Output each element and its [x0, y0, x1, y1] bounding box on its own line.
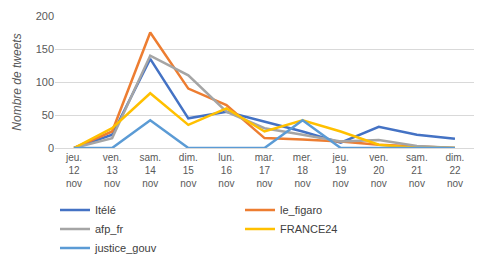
- svg-text:50: 50: [42, 109, 54, 121]
- svg-text:mar.17nov: mar.17nov: [255, 152, 274, 189]
- svg-text:Nombre de tweets: Nombre de tweets: [10, 33, 24, 130]
- svg-text:jeu.19nov: jeu.19nov: [332, 152, 349, 189]
- svg-text:lun.16nov: lun.16nov: [218, 152, 234, 189]
- svg-text:jeu.12nov: jeu.12nov: [65, 152, 82, 189]
- svg-text:mer.18nov: mer.18nov: [293, 152, 312, 189]
- svg-text:150: 150: [36, 43, 54, 55]
- svg-text:justice_gouv: justice_gouv: [94, 242, 157, 254]
- svg-text:Itélé: Itélé: [95, 204, 116, 216]
- svg-text:afp_fr: afp_fr: [95, 223, 123, 235]
- svg-text:FRANCE24: FRANCE24: [280, 223, 337, 235]
- svg-text:ven.20nov: ven.20nov: [369, 152, 388, 189]
- svg-text:le_figaro: le_figaro: [280, 204, 322, 216]
- svg-text:dim.15nov: dim.15nov: [179, 152, 198, 189]
- svg-text:ven.13nov: ven.13nov: [103, 152, 122, 189]
- svg-text:200: 200: [36, 10, 54, 22]
- svg-text:dim.22nov: dim.22nov: [445, 152, 464, 189]
- svg-text:sam.14nov: sam.14nov: [139, 152, 161, 189]
- svg-text:sam.21nov: sam.21nov: [406, 152, 428, 189]
- svg-text:100: 100: [36, 76, 54, 88]
- svg-text:0: 0: [48, 142, 54, 154]
